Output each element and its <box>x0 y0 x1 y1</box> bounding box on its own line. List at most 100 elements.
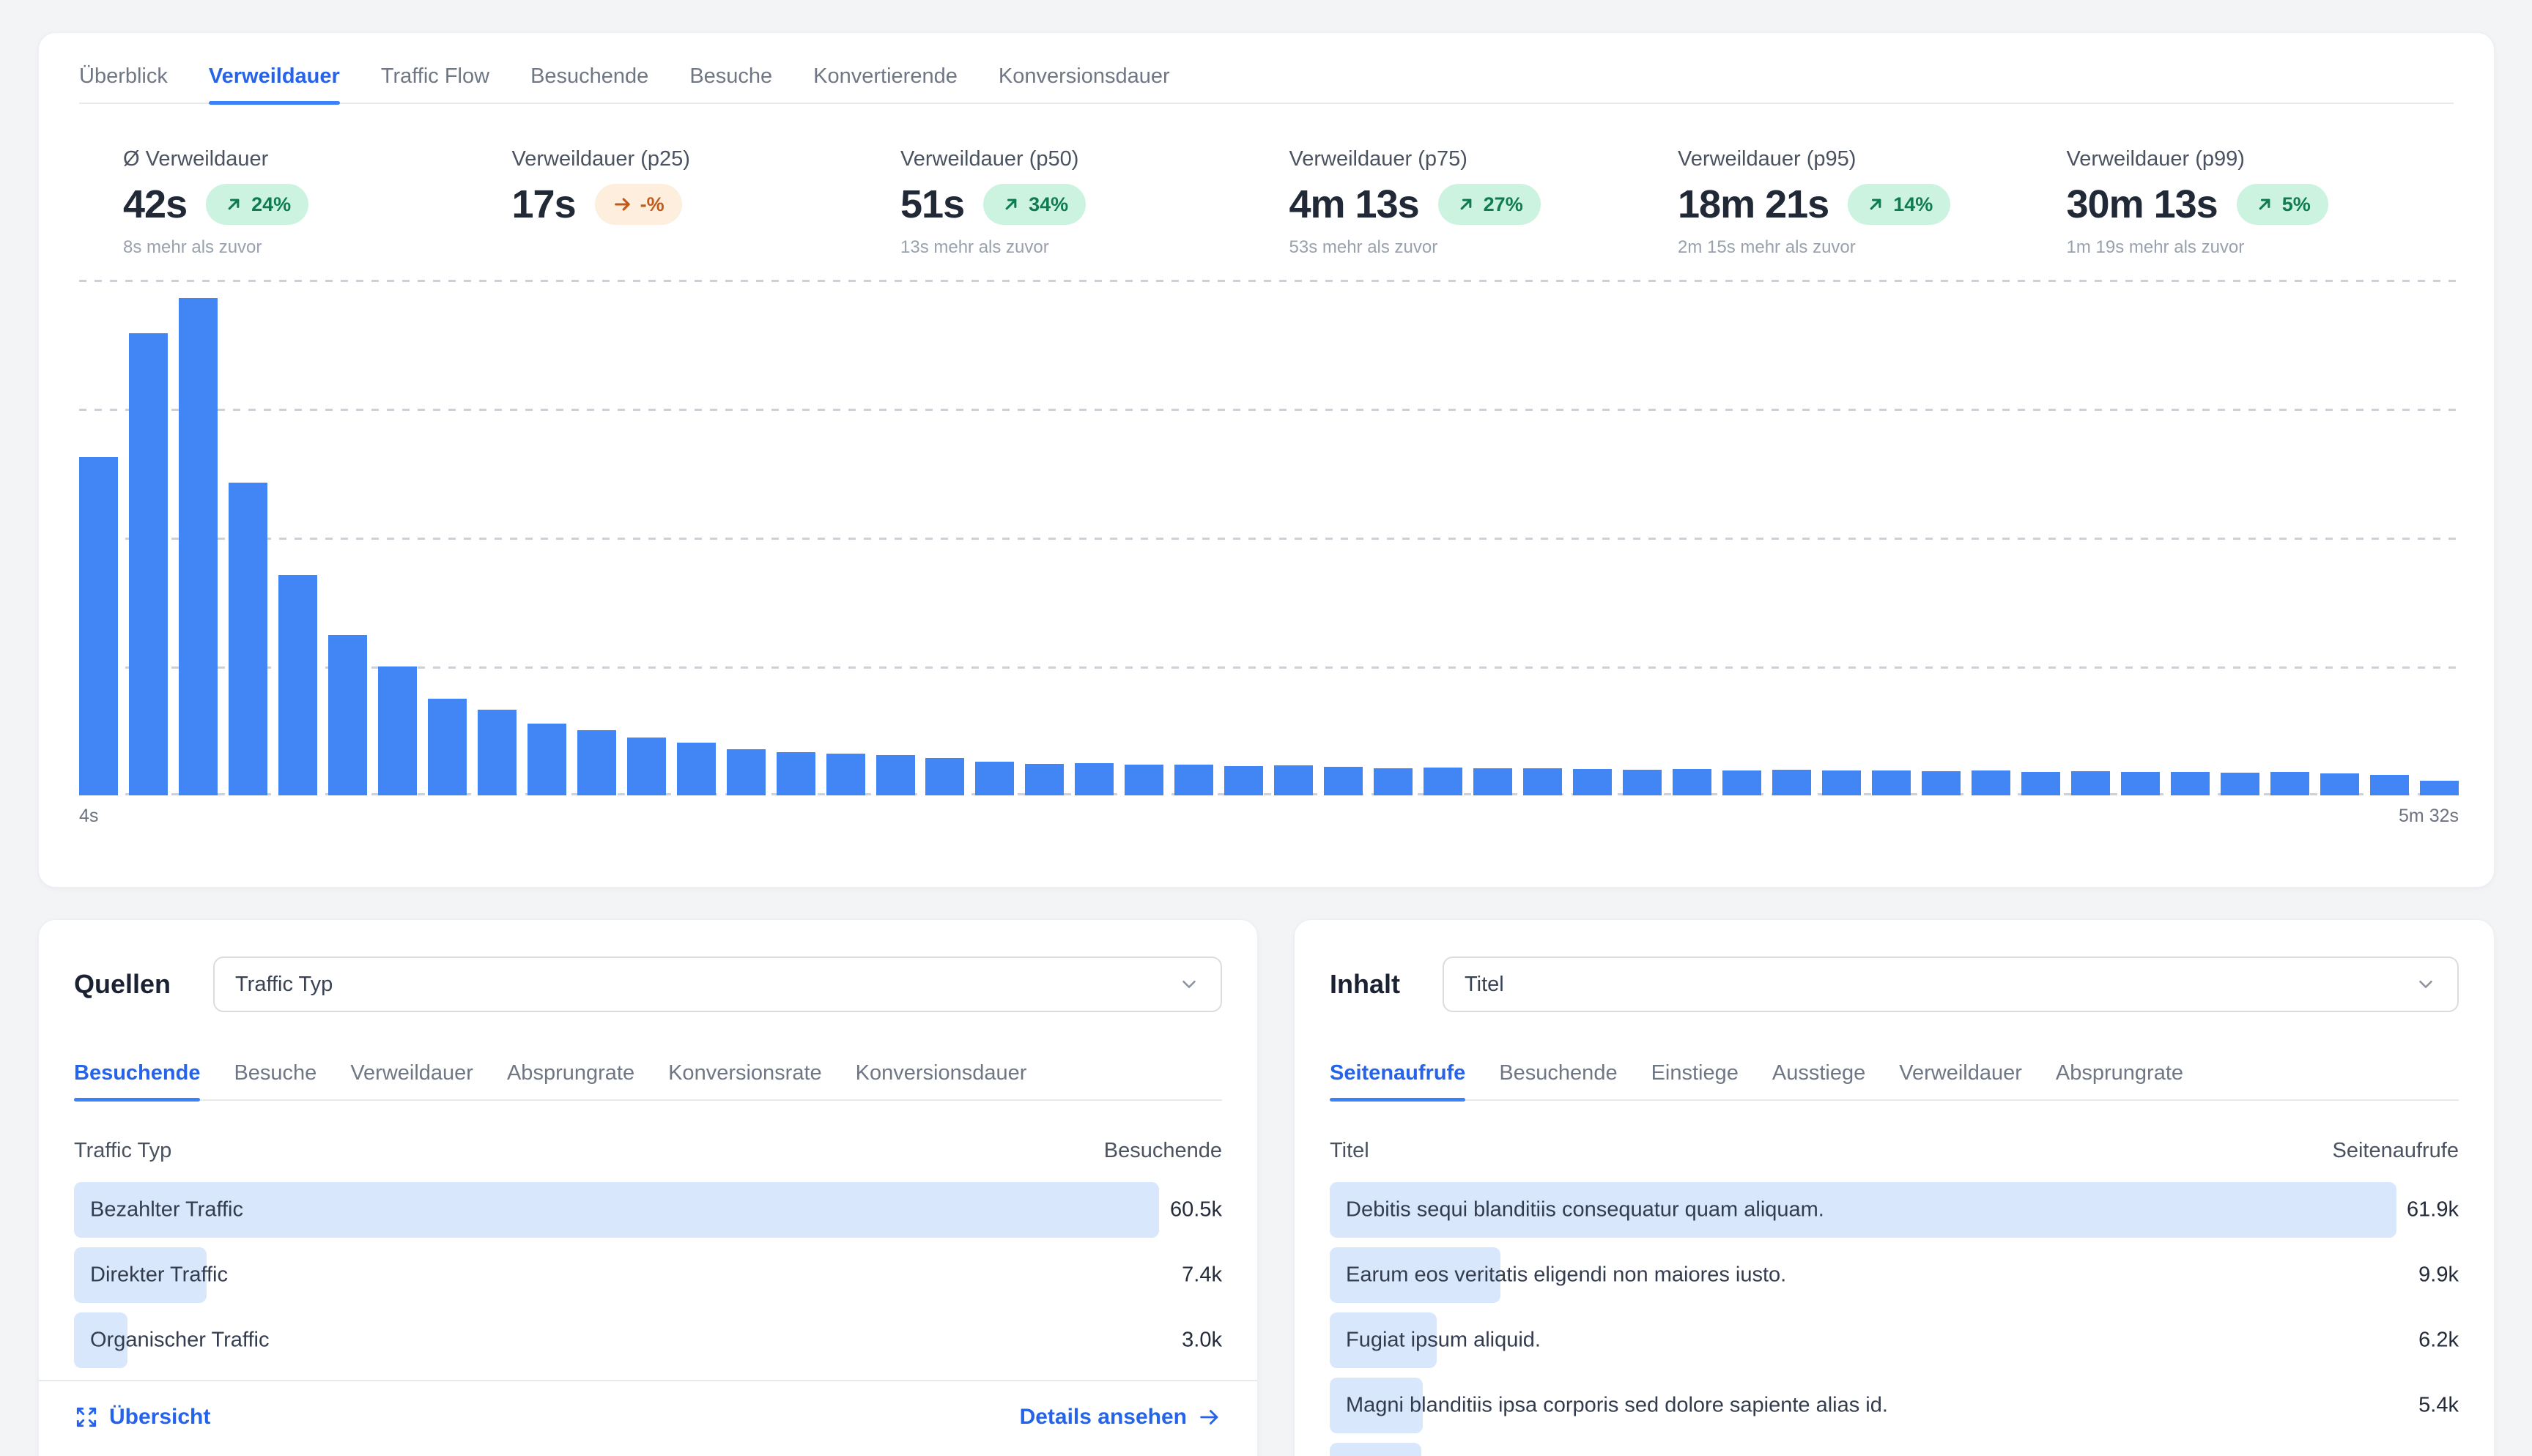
histogram-bar-19[interactable] <box>1025 764 1064 795</box>
inhalt-metric-tabs: Seitenaufrufe Besuchende Einstiege Ausstieg… <box>1330 1061 2459 1101</box>
verweildauer-report-card: Überblick Verweildauer Traffic Flow Besuche… <box>38 32 2495 888</box>
histogram-bar-26[interactable] <box>1374 768 1413 795</box>
stat-value: 51s <box>900 182 964 227</box>
histogram-bar-29[interactable] <box>1523 768 1562 795</box>
histogram-bar-0[interactable] <box>79 457 118 795</box>
inhalt-tab-verweildauer[interactable]: Verweildauer <box>1899 1061 2022 1099</box>
inhalt-tab-einstiege[interactable]: Einstiege <box>1651 1061 1739 1099</box>
quellen-table: Bezahlter Traffic60.5k Direkter Traffic7.… <box>74 1182 1222 1368</box>
histogram-bar-22[interactable] <box>1174 765 1213 795</box>
histogram-bar-7[interactable] <box>428 699 467 795</box>
histogram-bar-8[interactable] <box>478 710 517 795</box>
histogram-bar-6[interactable] <box>378 666 417 795</box>
tab-konversionsdauer[interactable]: Konversionsdauer <box>999 64 1170 103</box>
quellen-row-0[interactable]: Bezahlter Traffic60.5k <box>74 1182 1222 1238</box>
histogram-bar-33[interactable] <box>1722 770 1761 795</box>
tab-überblick[interactable]: Überblick <box>79 64 168 103</box>
histogram-bar-27[interactable] <box>1424 768 1462 795</box>
histogram-bar-12[interactable] <box>677 743 716 796</box>
quellen-dimension-select[interactable]: Traffic Typ <box>213 957 1222 1012</box>
quellen-metric-tabs: Besuchende Besuche Verweildauer Absprungrat… <box>74 1061 1222 1101</box>
inhalt-tab-besuchende[interactable]: Besuchende <box>1499 1061 1617 1099</box>
inhalt-row-2[interactable]: Fugiat ipsum aliquid.6.2k <box>1330 1312 2459 1368</box>
histogram-bar-28[interactable] <box>1473 768 1512 795</box>
quellen-dimension-value: Traffic Typ <box>235 973 333 997</box>
quellen-row-1[interactable]: Direkter Traffic7.4k <box>74 1247 1222 1303</box>
stat-value: 4m 13s <box>1289 182 1419 227</box>
histogram-bar-36[interactable] <box>1872 770 1911 795</box>
stat-change-text: 14% <box>1893 193 1933 216</box>
inhalt-col-value: Seitenaufrufe <box>2332 1139 2459 1163</box>
histogram-bar-37[interactable] <box>1922 771 1961 795</box>
histogram-bar-9[interactable] <box>528 724 566 795</box>
inhalt-row-1[interactable]: Earum eos veritatis eligendi non maiores… <box>1330 1247 2459 1303</box>
histogram-bar-15[interactable] <box>826 754 865 795</box>
quellen-tab-konversionsdauer[interactable]: Konversionsdauer <box>856 1061 1027 1099</box>
chevron-down-icon <box>1178 973 1200 995</box>
histogram-bar-13[interactable] <box>727 749 766 795</box>
stat-subtext: 53s mehr als zuvor <box>1289 237 1678 258</box>
expand-icon <box>74 1405 99 1430</box>
histogram-bar-40[interactable] <box>2071 771 2110 795</box>
histogram-bar-34[interactable] <box>1772 770 1811 795</box>
histogram-bar-1[interactable] <box>129 333 168 795</box>
trend-up-icon <box>1001 194 1021 215</box>
tab-konvertierende[interactable]: Konvertierende <box>813 64 958 103</box>
histogram-bar-17[interactable] <box>925 758 964 795</box>
stat-label: Verweildauer (p50) <box>900 146 1289 171</box>
histogram-bar-45[interactable] <box>2320 773 2359 795</box>
histogram-bar-38[interactable] <box>1972 770 2010 795</box>
inhalt-tab-ausstiege[interactable]: Ausstiege <box>1772 1061 1865 1099</box>
histogram-bar-18[interactable] <box>975 762 1014 795</box>
histogram-bar-20[interactable] <box>1075 763 1114 795</box>
row-label: Fugiat ipsum aliquid. <box>1346 1329 1541 1353</box>
histogram-bar-42[interactable] <box>2171 772 2210 795</box>
histogram-bar-39[interactable] <box>2021 772 2060 795</box>
histogram-bar-30[interactable] <box>1573 769 1612 795</box>
tab-besuche[interactable]: Besuche <box>689 64 772 103</box>
inhalt-tab-seitenaufrufe[interactable]: Seitenaufrufe <box>1330 1061 1465 1099</box>
stat-card-4: Verweildauer (p95)18m 21s14%2m 15s mehr … <box>1678 146 2067 258</box>
histogram-bar-24[interactable] <box>1274 765 1313 795</box>
histogram-bar-35[interactable] <box>1822 770 1861 795</box>
histogram-bar-11[interactable] <box>627 738 666 795</box>
inhalt-row-4[interactable]: Other5.3k <box>1330 1443 2459 1456</box>
histogram-bar-3[interactable] <box>229 483 267 795</box>
histogram-bar-41[interactable] <box>2121 772 2160 795</box>
details-ansehen-link[interactable]: Details ansehen <box>1020 1405 1222 1430</box>
inhalt-tab-absprungrate[interactable]: Absprungrate <box>2056 1061 2183 1099</box>
stat-change-text: 27% <box>1484 193 1523 216</box>
histogram-bar-2[interactable] <box>179 298 218 795</box>
histogram-bar-23[interactable] <box>1224 766 1263 795</box>
quellen-row-2[interactable]: Organischer Traffic3.0k <box>74 1312 1222 1368</box>
quellen-tab-konversionsrate[interactable]: Konversionsrate <box>668 1061 822 1099</box>
histogram-bar-46[interactable] <box>2370 775 2409 795</box>
quellen-col-label: Traffic Typ <box>74 1139 171 1163</box>
inhalt-dimension-select[interactable]: Titel <box>1443 957 2459 1012</box>
inhalt-row-0[interactable]: Debitis sequi blanditiis consequatur qua… <box>1330 1182 2459 1238</box>
histogram-bar-10[interactable] <box>577 730 616 795</box>
tab-besuchende[interactable]: Besuchende <box>530 64 648 103</box>
histogram-bar-21[interactable] <box>1125 765 1163 795</box>
quellen-tab-besuchende[interactable]: Besuchende <box>74 1061 200 1099</box>
histogram-bar-14[interactable] <box>777 752 815 795</box>
uebersicht-link[interactable]: Übersicht <box>74 1405 210 1430</box>
tab-verweildauer[interactable]: Verweildauer <box>209 64 340 103</box>
quellen-tab-verweildauer[interactable]: Verweildauer <box>350 1061 473 1099</box>
x-axis-last-tick: 5m 32s <box>2399 806 2459 827</box>
histogram-bar-47[interactable] <box>2420 781 2459 795</box>
tab-traffic-flow[interactable]: Traffic Flow <box>381 64 489 103</box>
trend-up-icon <box>2254 194 2275 215</box>
histogram-bar-4[interactable] <box>278 575 317 795</box>
histogram-bar-25[interactable] <box>1324 767 1363 795</box>
histogram-bar-32[interactable] <box>1673 769 1711 795</box>
histogram-bar-43[interactable] <box>2221 773 2259 795</box>
histogram-bar-31[interactable] <box>1623 770 1662 795</box>
histogram-bar-16[interactable] <box>876 755 915 795</box>
histogram-bar-5[interactable] <box>328 635 367 795</box>
quellen-tab-absprungrate[interactable]: Absprungrate <box>507 1061 634 1099</box>
quellen-tab-besuche[interactable]: Besuche <box>234 1061 316 1099</box>
stat-card-3: Verweildauer (p75)4m 13s27%53s mehr als … <box>1289 146 1678 258</box>
histogram-bar-44[interactable] <box>2270 772 2309 795</box>
inhalt-row-3[interactable]: Magni blanditiis ipsa corporis sed dolor… <box>1330 1378 2459 1433</box>
